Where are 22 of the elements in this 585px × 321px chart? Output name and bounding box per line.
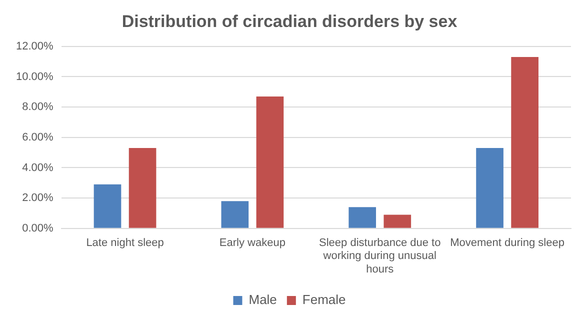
x-tick-label: Late night sleep bbox=[86, 237, 164, 250]
y-tick-label: 8.00% bbox=[22, 101, 54, 114]
y-tick-label: 6.00% bbox=[22, 131, 54, 144]
bar bbox=[511, 57, 538, 228]
y-tick-label: 0.00% bbox=[22, 222, 54, 234]
x-tick-label: Early wakeup bbox=[219, 237, 286, 250]
bar bbox=[94, 184, 122, 228]
x-tick-label: Movement during sleep bbox=[450, 237, 564, 250]
legend-label: Male bbox=[248, 292, 277, 308]
bar bbox=[221, 201, 249, 228]
y-tick-label: 12.00% bbox=[16, 40, 54, 52]
bar bbox=[256, 96, 284, 228]
legend-label: Female bbox=[302, 292, 346, 308]
bar bbox=[476, 148, 504, 228]
x-tick-label: Sleep disturbance due to working during unusual hours bbox=[319, 237, 441, 276]
bar bbox=[384, 214, 412, 228]
y-tick-label: 10.00% bbox=[16, 70, 54, 83]
y-tick-label: 4.00% bbox=[22, 162, 54, 174]
chart-title: Distribution of circadian disorders by sex bbox=[122, 12, 458, 31]
y-tick-label: 2.00% bbox=[22, 192, 54, 204]
bar bbox=[348, 207, 376, 228]
bar bbox=[128, 148, 156, 228]
